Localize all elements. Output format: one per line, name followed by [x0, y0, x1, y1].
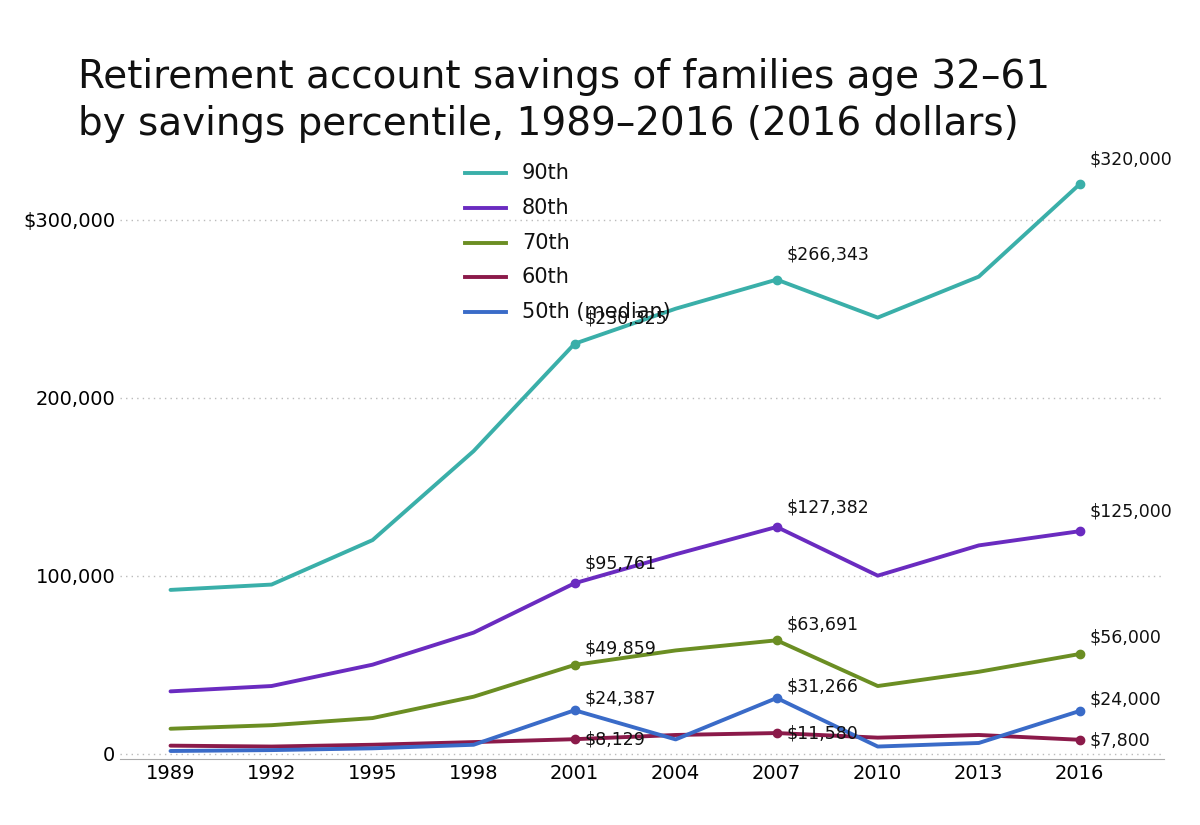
- Text: Retirement account savings of families age 32–61
by savings percentile, 1989–201: Retirement account savings of families a…: [78, 58, 1050, 143]
- Text: $49,859: $49,859: [584, 640, 656, 658]
- Text: $11,580: $11,580: [787, 725, 858, 742]
- Text: 60th: 60th: [522, 267, 570, 287]
- Text: $8,129: $8,129: [584, 731, 646, 749]
- Text: $7,800: $7,800: [1090, 732, 1151, 750]
- Text: 90th: 90th: [522, 163, 570, 183]
- Text: $320,000: $320,000: [1090, 150, 1172, 168]
- Text: $127,382: $127,382: [787, 498, 870, 516]
- Text: 50th (median): 50th (median): [522, 302, 671, 322]
- Text: $95,761: $95,761: [584, 554, 656, 573]
- Text: $24,000: $24,000: [1090, 691, 1162, 709]
- Text: $266,343: $266,343: [787, 246, 870, 263]
- Text: $24,387: $24,387: [584, 690, 656, 708]
- Text: $31,266: $31,266: [787, 677, 859, 695]
- Text: $125,000: $125,000: [1090, 502, 1172, 521]
- Text: $63,691: $63,691: [787, 615, 859, 633]
- Text: $230,325: $230,325: [584, 309, 667, 328]
- Text: $56,000: $56,000: [1090, 629, 1162, 647]
- Text: 70th: 70th: [522, 233, 570, 252]
- Text: 80th: 80th: [522, 198, 570, 218]
